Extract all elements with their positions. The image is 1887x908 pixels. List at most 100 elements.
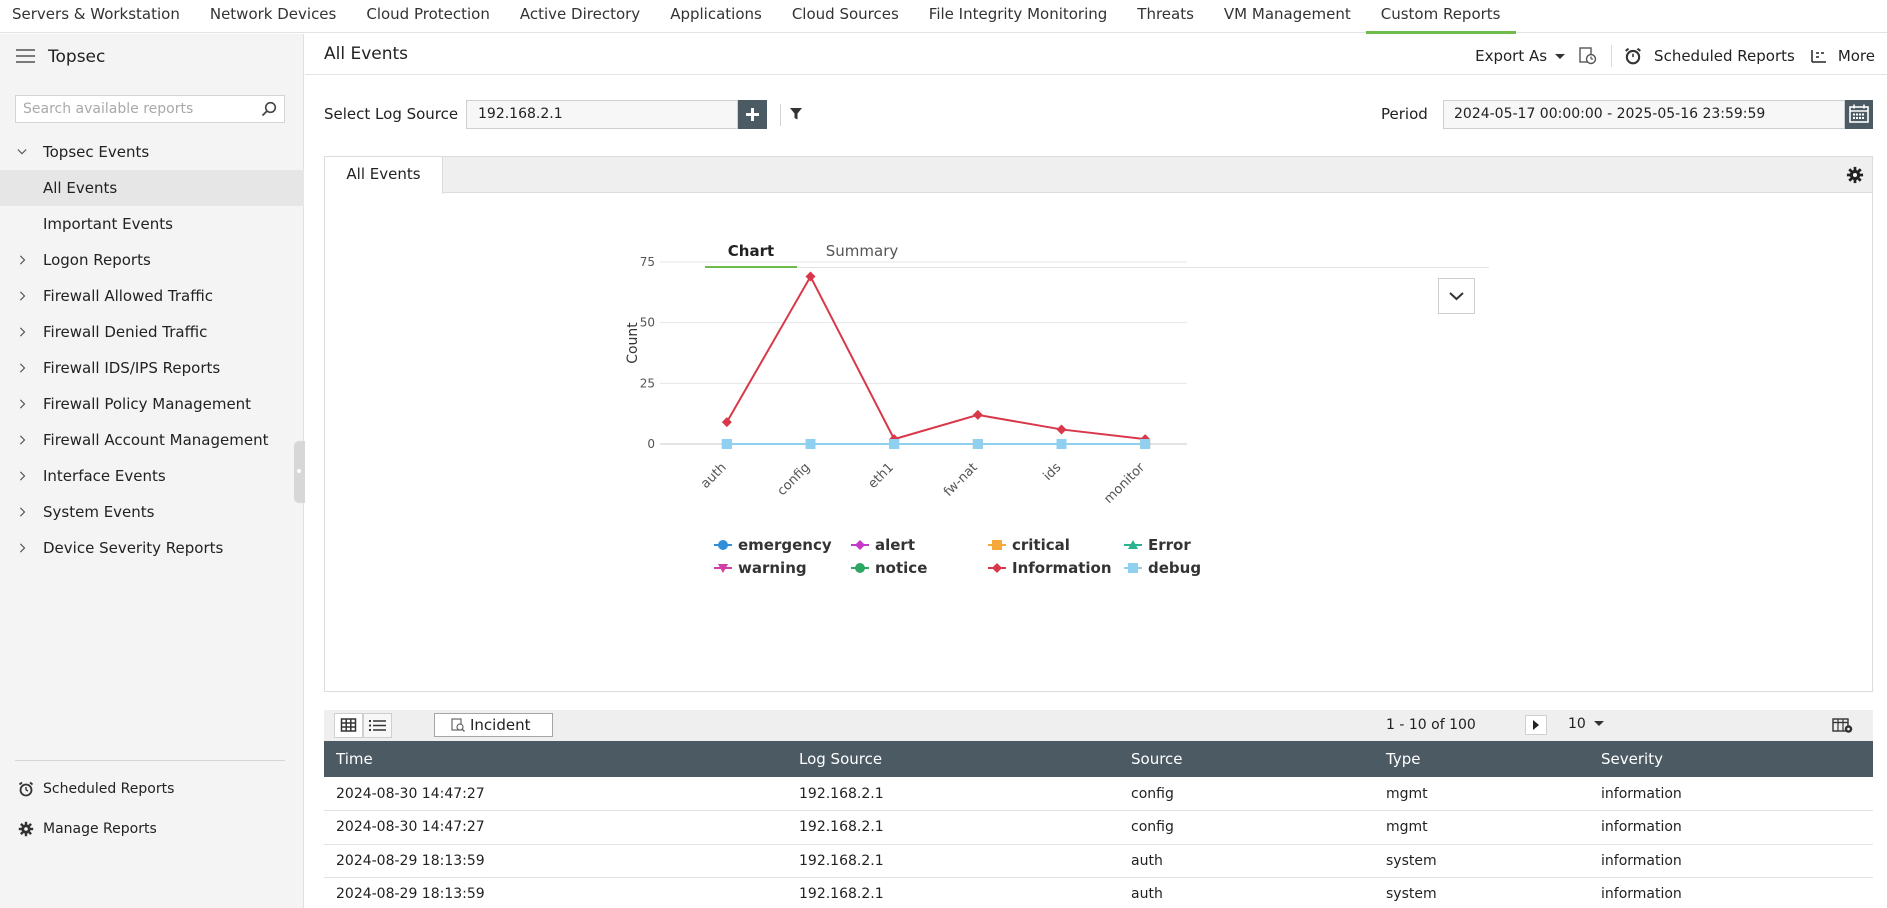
cell-severity: information [1589, 777, 1873, 811]
table-header-row: Time Log Source Source Type Severity [324, 741, 1873, 777]
tree-label: Device Severity Reports [43, 539, 224, 557]
table-row[interactable]: 2024-08-29 18:13:59 192.168.2.1 auth sys… [324, 877, 1873, 908]
page-title: All Events [324, 44, 409, 64]
nav-cloud-sources[interactable]: Cloud Sources [791, 5, 899, 23]
column-header-type[interactable]: Type [1374, 741, 1589, 777]
table-toolbar: Incident 1 - 10 of 100 10 [324, 710, 1873, 741]
tree-important-events[interactable]: Important Events [0, 206, 304, 242]
more-button[interactable]: More [1810, 47, 1875, 65]
cell-source: config [1119, 810, 1374, 845]
chevron-right-icon [19, 471, 26, 481]
period-input[interactable]: 2024-05-17 00:00:00 - 2025-05-16 23:59:5… [1443, 100, 1845, 129]
nav-network-devices[interactable]: Network Devices [209, 5, 337, 23]
tree-interface-events[interactable]: Interface Events [0, 458, 304, 494]
tree-logon-reports[interactable]: Logon Reports [0, 242, 304, 278]
sidebar-title: Topsec [48, 47, 106, 67]
tree-system-events[interactable]: System Events [0, 494, 304, 530]
tab-all-events[interactable]: All Events [325, 157, 443, 194]
panel-tab-bar: All Events [325, 157, 1872, 194]
more-options-icon [1811, 50, 1826, 63]
export-as-button[interactable]: Export As [1475, 47, 1567, 65]
tree-firewall-denied-traffic[interactable]: Firewall Denied Traffic [0, 314, 304, 350]
x-tick-label: config [775, 460, 814, 499]
sidebar-scheduled-reports[interactable]: Scheduled Reports [0, 774, 304, 804]
table-row[interactable]: 2024-08-30 14:47:27 192.168.2.1 config m… [324, 810, 1873, 845]
sidebar-footer-label: Manage Reports [43, 821, 157, 837]
column-header-severity[interactable]: Severity [1589, 741, 1873, 777]
nav-active-directory[interactable]: Active Directory [519, 5, 641, 23]
report-panel: All Events Chart Summary 0 25 50 75 Count au [324, 156, 1873, 692]
add-log-source-button[interactable] [738, 100, 767, 129]
chevron-right-icon [19, 291, 26, 301]
tab-chart[interactable]: Chart [705, 240, 797, 268]
nav-vm-management[interactable]: VM Management [1223, 5, 1351, 23]
column-settings-icon[interactable] [1832, 717, 1854, 734]
tree-firewall-allowed-traffic[interactable]: Firewall Allowed Traffic [0, 278, 304, 314]
top-navigation: Servers & Workstation Network Devices Cl… [0, 0, 1887, 34]
column-header-source[interactable]: Source [1119, 741, 1374, 777]
list-view-button[interactable] [363, 713, 392, 738]
x-tick-label: eth1 [865, 460, 897, 492]
table-row[interactable]: 2024-08-30 14:47:27 192.168.2.1 config m… [324, 777, 1873, 811]
alarm-clock-icon [18, 781, 34, 797]
tree-firewall-ids-ips-reports[interactable]: Firewall IDS/IPS Reports [0, 350, 304, 386]
tab-summary[interactable]: Summary [825, 242, 899, 260]
log-source-input[interactable]: 192.168.2.1 [466, 100, 738, 129]
tree-label: Firewall Policy Management [43, 395, 252, 413]
scheduled-reports-label: Scheduled Reports [1654, 47, 1795, 65]
x-tick-label: ids [1041, 460, 1065, 484]
chevron-right-icon [19, 435, 26, 445]
sidebar-header: Topsec [0, 34, 304, 80]
gear-icon[interactable] [1846, 166, 1864, 184]
sidebar-manage-reports[interactable]: Manage Reports [0, 814, 304, 844]
tree-topsec-events[interactable]: Topsec Events [0, 134, 304, 170]
column-header-log-source[interactable]: Log Source [787, 741, 1119, 777]
cell-source: auth [1119, 877, 1374, 908]
header-separator [1611, 45, 1613, 67]
chevron-right-icon [19, 399, 26, 409]
pagination-text: 1 - 10 of 100 [1386, 717, 1476, 733]
calendar-button[interactable] [1845, 100, 1873, 129]
nav-servers-workstation[interactable]: Servers & Workstation [12, 5, 180, 23]
nav-cloud-protection[interactable]: Cloud Protection [366, 5, 490, 23]
legend-marker-emergency [718, 540, 728, 550]
incident-button[interactable]: Incident [434, 713, 553, 737]
chevron-right-icon [19, 255, 26, 265]
nav-custom-reports[interactable]: Custom Reports [1365, 0, 1516, 34]
tree-firewall-account-management[interactable]: Firewall Account Management [0, 422, 304, 458]
grid-view-button[interactable] [334, 713, 363, 738]
incident-icon [451, 718, 465, 732]
tree-device-severity-reports[interactable]: Device Severity Reports [0, 530, 304, 566]
period-label: Period [1381, 105, 1428, 123]
legend-marker-information [992, 563, 1002, 573]
cell-severity: information [1589, 877, 1873, 908]
table-row[interactable]: 2024-08-29 18:13:59 192.168.2.1 auth sys… [324, 844, 1873, 878]
filter-icon[interactable] [789, 107, 803, 121]
sidebar-collapse-handle[interactable] [294, 441, 305, 503]
chart-options-dropdown[interactable] [1438, 278, 1475, 314]
nav-threats[interactable]: Threats [1137, 5, 1194, 23]
scheduled-reports-button[interactable]: Scheduled Reports [1624, 47, 1795, 65]
sidebar: Topsec Topsec Events All Events Importan… [0, 34, 305, 908]
data-point-information [805, 271, 816, 282]
next-page-button[interactable] [1525, 715, 1547, 735]
tree-label: Topsec Events [43, 143, 150, 161]
tree-label: All Events [43, 179, 118, 197]
cell-severity: information [1589, 810, 1873, 845]
column-header-time[interactable]: Time [324, 741, 787, 777]
tree-firewall-policy-management[interactable]: Firewall Policy Management [0, 386, 304, 422]
rows-per-page-select[interactable]: 10 [1568, 716, 1605, 732]
search-icon[interactable] [261, 101, 277, 117]
tree-label: Logon Reports [43, 251, 151, 269]
tree-all-events[interactable]: All Events [0, 170, 304, 206]
report-search-input[interactable] [16, 96, 252, 122]
nav-applications[interactable]: Applications [670, 5, 762, 23]
nav-file-integrity-monitoring[interactable]: File Integrity Monitoring [928, 5, 1108, 23]
schedule-export-icon[interactable] [1577, 46, 1599, 66]
hamburger-menu-icon[interactable] [16, 49, 35, 64]
data-point-debug [721, 439, 732, 449]
gear-icon [18, 821, 34, 837]
log-source-label: Select Log Source [324, 105, 459, 123]
alarm-clock-icon [1625, 47, 1641, 65]
grid-icon [340, 718, 357, 732]
